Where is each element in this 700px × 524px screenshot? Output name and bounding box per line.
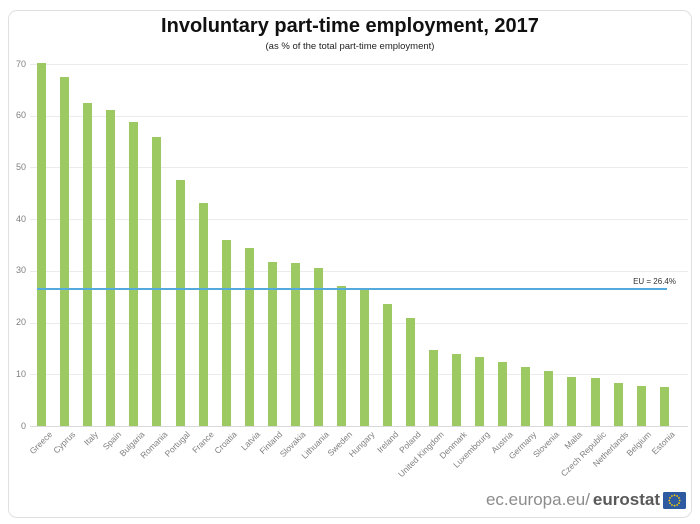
y-tick-label: 40	[15, 213, 26, 224]
bar	[106, 110, 116, 426]
bar	[406, 318, 416, 426]
bar	[383, 304, 393, 426]
x-category-label: Estonia	[649, 429, 677, 457]
bar	[290, 262, 300, 426]
bar	[567, 376, 577, 426]
bar	[336, 286, 346, 426]
y-tick-label: 70	[15, 58, 26, 69]
bar	[152, 137, 162, 426]
gridline	[30, 270, 688, 272]
bar	[475, 357, 485, 426]
bar	[613, 382, 623, 426]
eurostat-url-bold: eurostat	[592, 490, 660, 509]
bar	[221, 239, 231, 426]
x-category-label: Greece	[27, 429, 55, 457]
bar	[60, 77, 70, 426]
y-tick-label: 50	[15, 161, 26, 172]
bar	[498, 361, 508, 426]
gridline	[30, 115, 688, 117]
gridline	[30, 322, 688, 324]
y-tick-label: 0	[20, 420, 26, 431]
eu-average-label: EU = 26.4%	[633, 277, 676, 286]
bar	[359, 287, 369, 426]
eurostat-logo: ec.europa.eu/eurostat	[486, 490, 686, 510]
x-category-label: Ireland	[374, 429, 400, 455]
bar	[175, 180, 185, 426]
bar	[636, 385, 646, 426]
y-tick-label: 10	[15, 368, 26, 379]
bar	[521, 366, 531, 426]
bar	[659, 387, 669, 426]
y-tick-label: 60	[15, 110, 26, 121]
x-category-label: France	[189, 429, 216, 456]
chart-title: Involuntary part-time employment, 2017	[161, 15, 539, 37]
eurostat-url-prefix: ec.europa.eu/	[485, 490, 590, 509]
bar	[429, 350, 439, 426]
bar	[544, 371, 554, 426]
chart-subtitle: (as % of the total part-time employment)	[265, 41, 435, 52]
x-category-label: Belgium	[624, 429, 654, 459]
bar	[129, 122, 139, 426]
eu-flag-icon	[663, 491, 686, 509]
bar	[244, 248, 254, 426]
y-tick-label: 30	[15, 265, 26, 276]
bar	[590, 378, 600, 426]
gridline	[30, 167, 688, 169]
bar	[452, 354, 462, 426]
gridline	[30, 219, 688, 221]
gridline	[30, 64, 688, 65]
gridline	[30, 426, 688, 427]
y-tick-label: 20	[15, 317, 26, 328]
x-category-label: Italy	[82, 429, 101, 448]
bar	[313, 267, 323, 426]
bar	[198, 203, 208, 426]
x-category-label: Croatia	[212, 429, 239, 456]
bar	[83, 102, 93, 426]
bar	[267, 262, 277, 426]
bar	[37, 62, 47, 426]
eu-reference-line	[37, 288, 667, 291]
x-category-label: Cyprus	[51, 429, 78, 456]
gridline	[30, 374, 688, 376]
